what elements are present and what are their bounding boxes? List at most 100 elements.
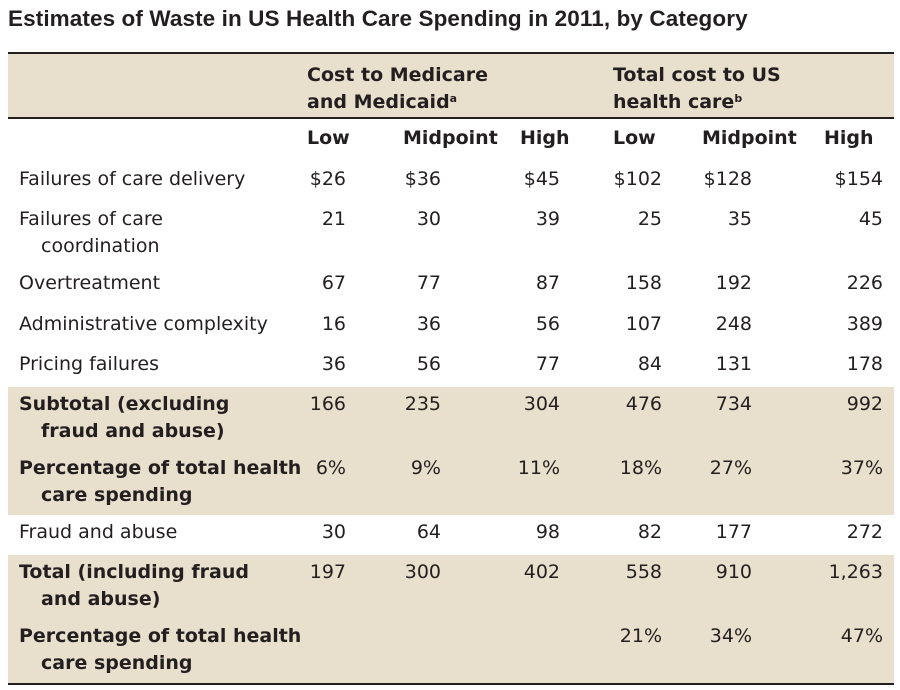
- group-header-total-us: Total cost to US health careb: [613, 62, 781, 116]
- column-header-low: Low: [613, 127, 656, 149]
- value-cell: 1,263: [828, 561, 883, 583]
- row-label-line1: Overtreatment: [19, 272, 161, 294]
- value-cell: 9%: [410, 457, 441, 479]
- row-label: Fraud and abuse: [19, 519, 177, 546]
- table-row: Fraud and abuse 30 64 98 82 177 272: [8, 515, 894, 555]
- row-label-line1: Fraud and abuse: [19, 521, 178, 543]
- value-cell: 82: [637, 521, 662, 543]
- value-cell: 39: [535, 208, 560, 230]
- row-label-line2: coordination: [41, 235, 160, 257]
- row-label: Total (including fraud and abuse): [19, 559, 249, 613]
- value-cell: 910: [715, 561, 752, 583]
- value-cell: 248: [715, 313, 752, 335]
- top-rule: [8, 52, 894, 54]
- row-label: Percentage of total health care spending: [19, 455, 301, 509]
- footnote-marker: a: [449, 92, 458, 105]
- value-cell: 56: [416, 353, 441, 375]
- table-row: Subtotal (excluding fraud and abuse) 166 23…: [8, 387, 894, 451]
- row-label-line1: Pricing failures: [19, 353, 159, 375]
- column-header-low: Low: [307, 127, 350, 149]
- table-row: Failures of care coordination 21 30 39 25 35 45: [8, 202, 894, 266]
- table-row: Percentage of total health care spending 2…: [8, 619, 894, 683]
- value-cell: 47%: [840, 625, 883, 647]
- value-cell: 226: [846, 272, 883, 294]
- group-header-line2: health care: [613, 91, 735, 113]
- value-cell: 36: [416, 313, 441, 335]
- value-cell: 25: [637, 208, 662, 230]
- value-cell: 21%: [619, 625, 662, 647]
- value-cell: 16: [321, 313, 346, 335]
- value-cell: 36: [321, 353, 346, 375]
- value-cell: 77: [416, 272, 441, 294]
- value-cell: 18%: [619, 457, 662, 479]
- value-cell: 558: [625, 561, 662, 583]
- value-cell: 11%: [517, 457, 560, 479]
- value-cell: $128: [703, 168, 752, 190]
- table-row: Failures of care delivery $26 $36 $45 $102 $1…: [8, 162, 894, 202]
- row-label-line2: and abuse): [41, 588, 161, 610]
- value-cell: $26: [309, 168, 346, 190]
- value-cell: 98: [535, 521, 560, 543]
- group-header-line1: Total cost to US: [613, 64, 781, 86]
- value-cell: 37%: [840, 457, 883, 479]
- row-label-line2: fraud and abuse): [41, 420, 225, 442]
- row-label: Failures of care coordination: [19, 206, 163, 260]
- group-header-line2: and Medicaid: [307, 91, 450, 113]
- value-cell: 131: [715, 353, 752, 375]
- value-cell: 27%: [709, 457, 752, 479]
- row-label-line1: Failures of care delivery: [19, 168, 246, 190]
- value-cell: 300: [404, 561, 441, 583]
- value-cell: 34%: [709, 625, 752, 647]
- bottom-rule: [8, 683, 894, 685]
- row-label: Subtotal (excluding fraud and abuse): [19, 391, 229, 445]
- header-rule: [8, 117, 894, 119]
- value-cell: 177: [715, 521, 752, 543]
- row-label: Failures of care delivery: [19, 166, 245, 193]
- table-row: Pricing failures 36 56 77 84 131 178: [8, 347, 894, 387]
- value-cell: 192: [715, 272, 752, 294]
- row-label-line1: Percentage of total health: [19, 457, 302, 479]
- value-cell: $36: [404, 168, 441, 190]
- row-label-line2: care spending: [41, 652, 193, 674]
- table-row: Percentage of total health care spending 6…: [8, 451, 894, 515]
- row-label-line1: Subtotal (excluding: [19, 393, 230, 415]
- value-cell: 389: [846, 313, 883, 335]
- value-cell: 734: [715, 393, 752, 415]
- table-row: Administrative complexity 16 36 56 107 248 389: [8, 307, 894, 347]
- value-cell: 87: [535, 272, 560, 294]
- value-cell: 178: [846, 353, 883, 375]
- value-cell: 166: [309, 393, 346, 415]
- value-cell: 30: [321, 521, 346, 543]
- footnote-marker: b: [734, 92, 743, 105]
- value-cell: $45: [523, 168, 560, 190]
- header-band: [8, 54, 894, 118]
- value-cell: 107: [625, 313, 662, 335]
- value-cell: 197: [309, 561, 346, 583]
- value-cell: 67: [321, 272, 346, 294]
- value-cell: $154: [834, 168, 883, 190]
- group-header-line1: Cost to Medicare: [307, 64, 489, 86]
- value-cell: 77: [535, 353, 560, 375]
- value-cell: 992: [846, 393, 883, 415]
- row-label-line1: Percentage of total health: [19, 625, 302, 647]
- column-header-midpoint: Midpoint: [403, 127, 498, 149]
- value-cell: 45: [858, 208, 883, 230]
- value-cell: 235: [404, 393, 441, 415]
- group-header-medicare-medicaid: Cost to Medicare and Medicaida: [307, 62, 488, 116]
- value-cell: 64: [416, 521, 441, 543]
- value-cell: 6%: [315, 457, 346, 479]
- row-label: Overtreatment: [19, 270, 160, 297]
- value-cell: 56: [535, 313, 560, 335]
- table-row: Total (including fraud and abuse) 197 300 40…: [8, 555, 894, 619]
- value-cell: 84: [637, 353, 662, 375]
- column-header-midpoint: Midpoint: [702, 127, 797, 149]
- column-header-high: High: [520, 127, 570, 149]
- value-cell: 476: [625, 393, 662, 415]
- row-label: Pricing failures: [19, 351, 159, 378]
- row-label: Administrative complexity: [19, 311, 268, 338]
- table-row: Overtreatment 67 77 87 158 192 226: [8, 266, 894, 307]
- value-cell: 272: [846, 521, 883, 543]
- row-label: Percentage of total health care spending: [19, 623, 301, 677]
- row-label-line1: Total (including fraud: [19, 561, 249, 583]
- column-header-high: High: [824, 127, 874, 149]
